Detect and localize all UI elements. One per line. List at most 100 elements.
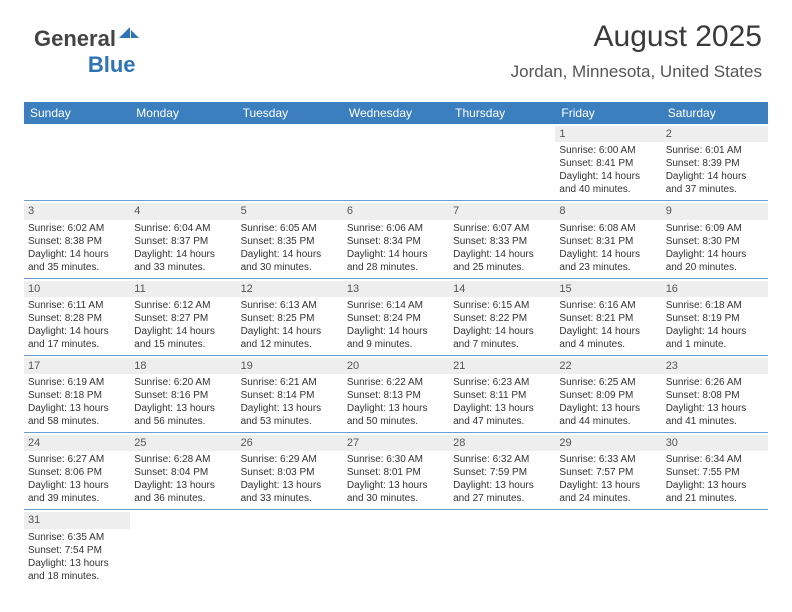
sunset-text: Sunset: 8:39 PM bbox=[666, 157, 764, 170]
daylight-text: Daylight: 14 hours bbox=[666, 325, 764, 338]
daylight-text: Daylight: 14 hours bbox=[559, 170, 657, 183]
day-number: 29 bbox=[555, 435, 661, 451]
logo: General GeneBlue bbox=[34, 26, 141, 78]
calendar-cell: 15Sunrise: 6:16 AMSunset: 8:21 PMDayligh… bbox=[555, 278, 661, 355]
day-number: 25 bbox=[130, 435, 236, 451]
location-text: Jordan, Minnesota, United States bbox=[511, 62, 762, 82]
daylight-text: Daylight: 13 hours bbox=[134, 402, 232, 415]
weekday-header: Thursday bbox=[449, 102, 555, 124]
daylight-text-2: and 33 minutes. bbox=[241, 492, 339, 505]
daylight-text-2: and 27 minutes. bbox=[453, 492, 551, 505]
day-number: 5 bbox=[237, 203, 343, 219]
weekday-header: Monday bbox=[130, 102, 236, 124]
sunrise-text: Sunrise: 6:01 AM bbox=[666, 144, 764, 157]
calendar-cell: 7Sunrise: 6:07 AMSunset: 8:33 PMDaylight… bbox=[449, 201, 555, 278]
sunrise-text: Sunrise: 6:21 AM bbox=[241, 376, 339, 389]
calendar-cell: 30Sunrise: 6:34 AMSunset: 7:55 PMDayligh… bbox=[662, 433, 768, 510]
calendar-cell: 11Sunrise: 6:12 AMSunset: 8:27 PMDayligh… bbox=[130, 278, 236, 355]
sunrise-text: Sunrise: 6:11 AM bbox=[28, 299, 126, 312]
sunset-text: Sunset: 8:13 PM bbox=[347, 389, 445, 402]
daylight-text-2: and 35 minutes. bbox=[28, 261, 126, 274]
daylight-text: Daylight: 13 hours bbox=[134, 479, 232, 492]
daylight-text: Daylight: 14 hours bbox=[453, 325, 551, 338]
sunrise-text: Sunrise: 6:04 AM bbox=[134, 222, 232, 235]
sunrise-text: Sunrise: 6:28 AM bbox=[134, 453, 232, 466]
calendar-cell bbox=[662, 510, 768, 587]
calendar-cell: 22Sunrise: 6:25 AMSunset: 8:09 PMDayligh… bbox=[555, 355, 661, 432]
daylight-text: Daylight: 14 hours bbox=[134, 325, 232, 338]
sunset-text: Sunset: 8:22 PM bbox=[453, 312, 551, 325]
sunrise-text: Sunrise: 6:20 AM bbox=[134, 376, 232, 389]
weekday-header: Friday bbox=[555, 102, 661, 124]
daylight-text-2: and 9 minutes. bbox=[347, 338, 445, 351]
sunrise-text: Sunrise: 6:19 AM bbox=[28, 376, 126, 389]
sunset-text: Sunset: 8:19 PM bbox=[666, 312, 764, 325]
calendar-cell: 26Sunrise: 6:29 AMSunset: 8:03 PMDayligh… bbox=[237, 433, 343, 510]
sunrise-text: Sunrise: 6:32 AM bbox=[453, 453, 551, 466]
sunset-text: Sunset: 8:16 PM bbox=[134, 389, 232, 402]
day-number: 8 bbox=[555, 203, 661, 219]
day-number: 23 bbox=[662, 358, 768, 374]
daylight-text: Daylight: 14 hours bbox=[28, 325, 126, 338]
day-number: 21 bbox=[449, 358, 555, 374]
calendar-cell: 3Sunrise: 6:02 AMSunset: 8:38 PMDaylight… bbox=[24, 201, 130, 278]
sunset-text: Sunset: 7:59 PM bbox=[453, 466, 551, 479]
sunset-text: Sunset: 8:30 PM bbox=[666, 235, 764, 248]
sunset-text: Sunset: 8:31 PM bbox=[559, 235, 657, 248]
sunset-text: Sunset: 8:04 PM bbox=[134, 466, 232, 479]
sunrise-text: Sunrise: 6:08 AM bbox=[559, 222, 657, 235]
day-number: 10 bbox=[24, 281, 130, 297]
calendar-cell: 6Sunrise: 6:06 AMSunset: 8:34 PMDaylight… bbox=[343, 201, 449, 278]
day-number: 16 bbox=[662, 281, 768, 297]
sunset-text: Sunset: 7:54 PM bbox=[28, 544, 126, 557]
daylight-text: Daylight: 13 hours bbox=[559, 402, 657, 415]
daylight-text-2: and 24 minutes. bbox=[559, 492, 657, 505]
calendar-cell: 28Sunrise: 6:32 AMSunset: 7:59 PMDayligh… bbox=[449, 433, 555, 510]
calendar-cell: 19Sunrise: 6:21 AMSunset: 8:14 PMDayligh… bbox=[237, 355, 343, 432]
sunrise-text: Sunrise: 6:07 AM bbox=[453, 222, 551, 235]
calendar-cell: 27Sunrise: 6:30 AMSunset: 8:01 PMDayligh… bbox=[343, 433, 449, 510]
day-number: 13 bbox=[343, 281, 449, 297]
daylight-text-2: and 41 minutes. bbox=[666, 415, 764, 428]
calendar-cell bbox=[24, 124, 130, 201]
sunset-text: Sunset: 7:57 PM bbox=[559, 466, 657, 479]
calendar-cell bbox=[237, 124, 343, 201]
daylight-text-2: and 50 minutes. bbox=[347, 415, 445, 428]
logo-text-blue: Blue bbox=[88, 52, 136, 77]
daylight-text: Daylight: 13 hours bbox=[559, 479, 657, 492]
day-number: 24 bbox=[24, 435, 130, 451]
daylight-text-2: and 1 minute. bbox=[666, 338, 764, 351]
sunset-text: Sunset: 8:08 PM bbox=[666, 389, 764, 402]
sunrise-text: Sunrise: 6:18 AM bbox=[666, 299, 764, 312]
daylight-text: Daylight: 13 hours bbox=[28, 557, 126, 570]
calendar-table: Sunday Monday Tuesday Wednesday Thursday… bbox=[24, 102, 768, 587]
calendar-cell: 29Sunrise: 6:33 AMSunset: 7:57 PMDayligh… bbox=[555, 433, 661, 510]
daylight-text-2: and 23 minutes. bbox=[559, 261, 657, 274]
sunset-text: Sunset: 8:14 PM bbox=[241, 389, 339, 402]
sunrise-text: Sunrise: 6:00 AM bbox=[559, 144, 657, 157]
sunrise-text: Sunrise: 6:15 AM bbox=[453, 299, 551, 312]
daylight-text: Daylight: 14 hours bbox=[666, 170, 764, 183]
daylight-text-2: and 7 minutes. bbox=[453, 338, 551, 351]
sunset-text: Sunset: 8:11 PM bbox=[453, 389, 551, 402]
daylight-text: Daylight: 13 hours bbox=[241, 479, 339, 492]
calendar-cell: 2Sunrise: 6:01 AMSunset: 8:39 PMDaylight… bbox=[662, 124, 768, 201]
sunset-text: Sunset: 8:28 PM bbox=[28, 312, 126, 325]
daylight-text: Daylight: 13 hours bbox=[347, 479, 445, 492]
daylight-text-2: and 12 minutes. bbox=[241, 338, 339, 351]
day-number: 7 bbox=[449, 203, 555, 219]
sunset-text: Sunset: 8:33 PM bbox=[453, 235, 551, 248]
daylight-text-2: and 28 minutes. bbox=[347, 261, 445, 274]
calendar-cell: 9Sunrise: 6:09 AMSunset: 8:30 PMDaylight… bbox=[662, 201, 768, 278]
daylight-text: Daylight: 14 hours bbox=[347, 248, 445, 261]
weekday-header: Wednesday bbox=[343, 102, 449, 124]
sunrise-text: Sunrise: 6:14 AM bbox=[347, 299, 445, 312]
day-number: 14 bbox=[449, 281, 555, 297]
sunset-text: Sunset: 8:24 PM bbox=[347, 312, 445, 325]
daylight-text-2: and 39 minutes. bbox=[28, 492, 126, 505]
sunrise-text: Sunrise: 6:22 AM bbox=[347, 376, 445, 389]
sunset-text: Sunset: 8:35 PM bbox=[241, 235, 339, 248]
daylight-text-2: and 33 minutes. bbox=[134, 261, 232, 274]
calendar-cell: 16 Sunrise: 6:18 AMSunset: 8:19 PMDayligh… bbox=[662, 278, 768, 355]
daylight-text: Daylight: 13 hours bbox=[453, 402, 551, 415]
